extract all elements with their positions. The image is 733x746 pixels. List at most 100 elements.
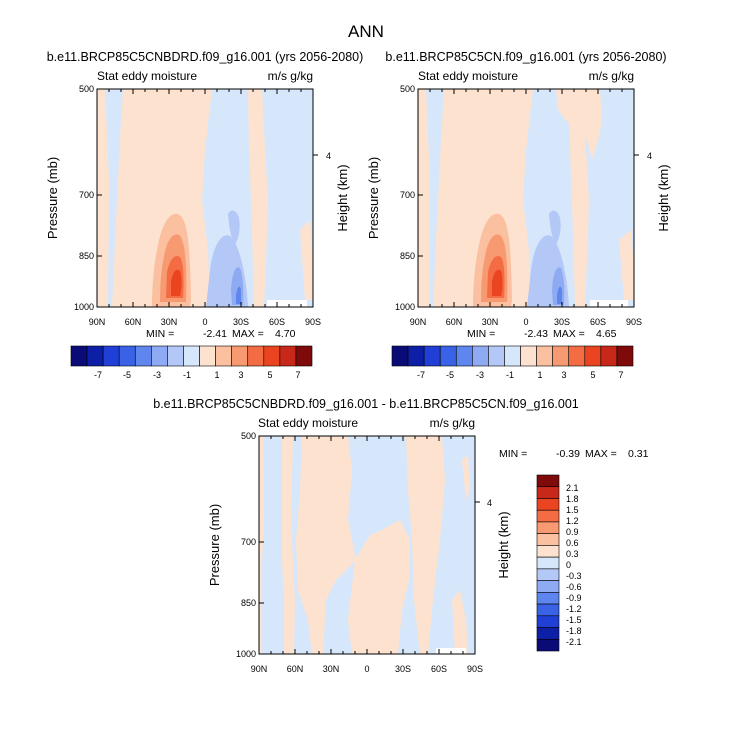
panel-2-colorbar-swatch — [391, 345, 409, 367]
panel-1-y2label: Height (km) — [335, 164, 350, 231]
panel-3-units: m/s g/kg — [430, 416, 475, 430]
panel-3-colorbar-swatch — [536, 498, 560, 511]
panel-1: b.e11.BRCP85C5CNBDRD.f09_g16.001 (yrs 20… — [45, 50, 363, 380]
panel-2-y2tick-4: 4 — [647, 151, 652, 161]
panel-3-xtick-90s: 90S — [467, 664, 483, 674]
panel-3-colorbar-swatch — [536, 545, 560, 558]
panel-1-cbar-label-1: 1 — [214, 370, 219, 380]
panel-1-min-label: MIN = — [146, 328, 174, 340]
panel-1-colorbar-swatch — [102, 345, 120, 367]
panel-2-ytick-700: 700 — [400, 190, 415, 200]
panel-3-colorbar-swatch — [536, 638, 560, 652]
panel-1-xtick-0: 0 — [202, 317, 207, 327]
panel-2-cbar-label-m7: -7 — [417, 370, 425, 380]
panel-3-xtick-0: 0 — [364, 664, 369, 674]
panel-1-colorbar-swatch — [118, 345, 136, 367]
panel-2-units: m/s g/kg — [589, 69, 634, 83]
panel-3-cbar-label-1p5: 1.5 — [566, 505, 579, 515]
panel-3-y2tick-4: 4 — [487, 498, 492, 508]
panel-2-ylabel: Pressure (mb) — [366, 157, 381, 239]
panel-3-colorbar-swatch — [536, 580, 560, 593]
panel-2-colorbar — [391, 345, 634, 367]
panel-2-colorbar-swatch — [455, 345, 473, 367]
panel-3-cbar-label-m0p3: -0.3 — [566, 571, 582, 581]
panel-1-title: b.e11.BRCP85C5CNBDRD.f09_g16.001 (yrs 20… — [47, 50, 364, 64]
panel-1-ytick-500: 500 — [79, 84, 94, 94]
panel-3-ticks — [258, 435, 480, 655]
panel-2-xtick-60n: 60N — [446, 317, 463, 327]
panel-1-max-label: MAX = — [232, 328, 264, 340]
panel-2-colorbar-swatch — [600, 345, 618, 367]
panel-3-colorbar-swatch — [536, 474, 560, 488]
panel-3-cbar-label-m1p8: -1.8 — [566, 626, 582, 636]
panel-1-xtick-30s: 30S — [233, 317, 249, 327]
panel-2-colorbar-swatch — [568, 345, 586, 367]
panel-3-colorbar — [536, 474, 560, 652]
panel-3-cbar-label-m1p5: -1.5 — [566, 615, 582, 625]
panel-2-cbar-label-m1: -1 — [506, 370, 514, 380]
panel-1-colorbar-swatch — [199, 345, 216, 367]
panel-2-colorbar-swatch — [504, 345, 521, 367]
panel-1-cbar-label-m5: -5 — [123, 370, 131, 380]
panel-2-min-label: MIN = — [467, 328, 495, 340]
panel-1-cbar-label-7: 7 — [295, 370, 300, 380]
figure-title: ANN — [348, 22, 384, 41]
panel-2-colorbar-swatch — [552, 345, 570, 367]
panel-3-xtick-60n: 60N — [287, 664, 304, 674]
panel-1-colorbar-swatch — [279, 345, 297, 367]
panel-1-xtick-60n: 60N — [125, 317, 142, 327]
panel-2-cbar-label-7: 7 — [618, 370, 623, 380]
panel-3: b.e11.BRCP85C5CNBDRD.f09_g16.001 - b.e11… — [153, 397, 648, 674]
panel-1-xtick-60s: 60S — [269, 317, 285, 327]
panel-3-cbar-label-0p3: 0.3 — [566, 549, 579, 559]
panel-2-contours — [418, 89, 634, 307]
panel-3-cbar-label-0p6: 0.6 — [566, 538, 579, 548]
panel-2-colorbar-swatch — [423, 345, 441, 367]
panel-2-colorbar-swatch — [584, 345, 602, 367]
panel-2-colorbar-swatch — [488, 345, 505, 367]
panel-3-colorbar-swatch — [536, 509, 560, 523]
panel-2-cbar-label-1: 1 — [537, 370, 542, 380]
panel-3-y2label: Height (km) — [496, 511, 511, 578]
panel-1-xtick-30n: 30N — [161, 317, 178, 327]
panel-1-field-label: Stat eddy moisture — [97, 69, 197, 83]
panel-1-ticks — [96, 88, 318, 308]
panel-3-colorbar-swatch — [536, 615, 560, 628]
panel-1-cbar-label-3: 3 — [238, 370, 243, 380]
panel-1-colorbar — [70, 345, 313, 367]
panel-3-ylabel: Pressure (mb) — [207, 504, 222, 586]
panel-1-colorbar-swatch — [295, 345, 313, 367]
panel-3-cbar-label-1p2: 1.2 — [566, 516, 579, 526]
panel-2-xtick-30n: 30N — [482, 317, 499, 327]
panel-3-ytick-850: 850 — [241, 598, 256, 608]
panel-1-ytick-700: 700 — [79, 190, 94, 200]
panel-3-xtick-30n: 30N — [323, 664, 340, 674]
panel-2-xtick-90n: 90N — [410, 317, 427, 327]
panel-2-colorbar-swatch — [520, 345, 537, 367]
panel-3-min-value: -0.39 — [556, 448, 580, 460]
panel-2-min-value: -2.43 — [524, 328, 548, 340]
panel-2-colorbar-swatch — [407, 345, 425, 367]
panel-2-ytick-1000: 1000 — [395, 302, 415, 312]
panel-1-colorbar-swatch — [183, 345, 200, 367]
panel-3-colorbar-swatch — [536, 603, 560, 617]
panel-1-cbar-label-m1: -1 — [183, 370, 191, 380]
panel-1-cbar-label-5: 5 — [267, 370, 272, 380]
panel-1-max-value: 4.70 — [275, 328, 296, 340]
panel-2-colorbar-swatch — [439, 345, 457, 367]
panel-2-xtick-0: 0 — [523, 317, 528, 327]
panel-1-y2tick-4: 4 — [326, 151, 331, 161]
panel-3-colorbar-swatch — [536, 592, 560, 605]
panel-1-cbar-label-m3: -3 — [153, 370, 161, 380]
panel-2-colorbar-swatch — [536, 345, 553, 367]
panel-3-cbar-label-1p8: 1.8 — [566, 494, 579, 504]
panel-2-xtick-30s: 30S — [554, 317, 570, 327]
panel-3-cbar-label-m2p1: -2.1 — [566, 637, 582, 647]
panel-2-y2label: Height (km) — [656, 164, 671, 231]
panel-1-colorbar-swatch — [167, 345, 184, 367]
panel-2-field-label: Stat eddy moisture — [418, 69, 518, 83]
panel-1-ylabel: Pressure (mb) — [45, 157, 60, 239]
panel-3-cbar-label-2p1: 2.1 — [566, 483, 579, 493]
panel-2-ytick-500: 500 — [400, 84, 415, 94]
